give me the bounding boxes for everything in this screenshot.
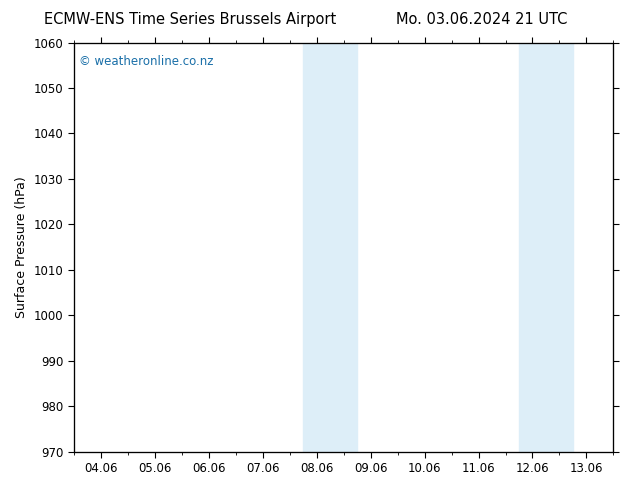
Bar	[303, 43, 357, 452]
Text: Mo. 03.06.2024 21 UTC: Mo. 03.06.2024 21 UTC	[396, 12, 567, 27]
Text: © weatheronline.co.nz: © weatheronline.co.nz	[79, 55, 214, 68]
Y-axis label: Surface Pressure (hPa): Surface Pressure (hPa)	[15, 176, 28, 318]
Bar	[519, 43, 573, 452]
Text: ECMW-ENS Time Series Brussels Airport: ECMW-ENS Time Series Brussels Airport	[44, 12, 336, 27]
